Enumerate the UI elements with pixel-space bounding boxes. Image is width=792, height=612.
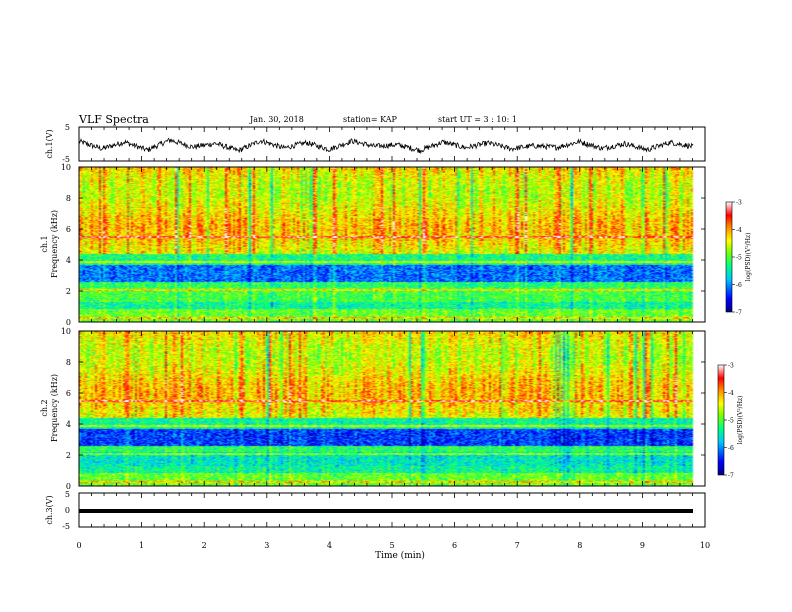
- time-tick-label: 7: [515, 541, 520, 550]
- colorbar-tick-label: -6: [736, 282, 742, 289]
- time-tick-label: 6: [452, 541, 457, 550]
- ch3-ytick-top: 5: [65, 490, 70, 499]
- frequency-tick-label: 8: [66, 358, 71, 367]
- ch2-spectrogram-ticks: [78, 331, 706, 486]
- time-tick-label: 4: [327, 541, 332, 550]
- ch1-tick-marks: [78, 127, 706, 161]
- date-label: Jan. 30, 2018: [250, 115, 304, 124]
- time-tick-label: 2: [202, 541, 207, 550]
- ch3-ylabel: ch.3(V): [45, 495, 54, 524]
- colorbar-tick-label: -5: [728, 418, 734, 425]
- colorbar-tick-label: -6: [728, 445, 734, 452]
- figure-title: VLF Spectra: [79, 113, 149, 126]
- start-time-label: start UT = 3 : 10: 1: [438, 115, 517, 124]
- frequency-tick-label: 6: [66, 225, 71, 234]
- ch1-ytick-top: 5: [65, 123, 70, 132]
- frequency-tick-label: 0: [66, 318, 71, 327]
- ch3-ytick-bottom: -5: [62, 522, 70, 531]
- time-tick-label: 1: [139, 541, 144, 550]
- ch1-ylabel: ch.1(V): [45, 129, 54, 158]
- colorbar-tick-label: -4: [736, 227, 742, 234]
- ch1-waveform-panel: 5 -5 ch.1(V): [45, 123, 706, 164]
- ch1-spectrogram-ylabel: Frequency (kHz): [50, 210, 59, 278]
- ch3-tick-marks: [78, 493, 706, 527]
- station-label: station= KAP: [343, 115, 397, 124]
- ch2-frequency-tick-labels: 0 2 4 6 8 10: [61, 327, 705, 491]
- ch1-colorbar: -3 -4 -5 -6 -7 log(PSD)(V²/Hz): [725, 200, 752, 317]
- frequency-tick-label: 8: [66, 194, 71, 203]
- ch3-waveform-panel: 5 0 -5 ch.3(V): [45, 490, 706, 531]
- time-tick-label: 3: [264, 541, 269, 550]
- ch2-colorbar-ticks: -3 -4 -5 -6 -7: [724, 363, 734, 480]
- colorbar-tick-label: -3: [728, 363, 734, 370]
- ch1-spectrogram-image: [79, 167, 705, 322]
- frequency-tick-label: 10: [61, 327, 71, 336]
- frequency-tick-label: 4: [66, 256, 71, 265]
- time-tick-label: 0: [76, 541, 81, 550]
- ch1-spectrogram-ylabel-channel: ch.1: [40, 235, 49, 252]
- colorbar-tick-label: -5: [736, 255, 742, 262]
- frequency-tick-label: 2: [66, 287, 71, 296]
- frequency-tick-label: 4: [66, 420, 71, 429]
- ch2-spectrogram-ylabel: Frequency (kHz): [50, 374, 59, 442]
- frequency-tick-label: 6: [66, 389, 71, 398]
- ch3-ytick-mid: 0: [65, 506, 70, 515]
- time-tick-label: 10: [700, 541, 710, 550]
- ch1-colorbar-label: log(PSD)(V²/Hz): [745, 233, 752, 282]
- frequency-tick-label: 10: [61, 163, 71, 172]
- time-tick-label: 8: [577, 541, 582, 550]
- ch1-spectrogram-ticks: [78, 167, 706, 322]
- ch1-waveform-line: [78, 137, 694, 155]
- ch2-spectrogram-panel: 0 2 4 6 8 10 ch.2 Frequency (kHz): [40, 327, 706, 491]
- time-axis-tick-labels: 0 1 2 3 4 5 6 7 8 9 10: [76, 541, 710, 550]
- ch1-frequency-tick-labels: 0 2 4 6 8 10: [61, 163, 705, 327]
- time-tick-label: 9: [640, 541, 645, 550]
- ch2-colorbar: -3 -4 -5 -6 -7 log(PSD)(V²/Hz): [717, 363, 744, 480]
- frequency-tick-label: 2: [66, 451, 71, 460]
- ch1-ytick-bottom: -5: [62, 155, 70, 164]
- time-tick-label: 5: [389, 541, 394, 550]
- colorbar-tick-label: -7: [728, 473, 734, 480]
- ch2-spectrogram-image: [79, 331, 705, 486]
- colorbar-tick-label: -4: [728, 390, 734, 397]
- ch1-colorbar-ticks: -3 -4 -5 -6 -7: [732, 200, 742, 317]
- time-axis-label: Time (min): [375, 550, 425, 561]
- ch2-spectrogram-ylabel-channel: ch.2: [40, 399, 49, 416]
- ch1-spectrogram-panel: 0 2 4 6 8 10 ch.1 Frequency (kHz): [40, 163, 706, 327]
- ch2-colorbar-label: log(PSD)(V²/Hz): [737, 396, 744, 445]
- colorbar-tick-label: -3: [736, 200, 742, 207]
- colorbar-tick-label: -7: [736, 310, 742, 317]
- frequency-tick-label: 0: [66, 482, 71, 491]
